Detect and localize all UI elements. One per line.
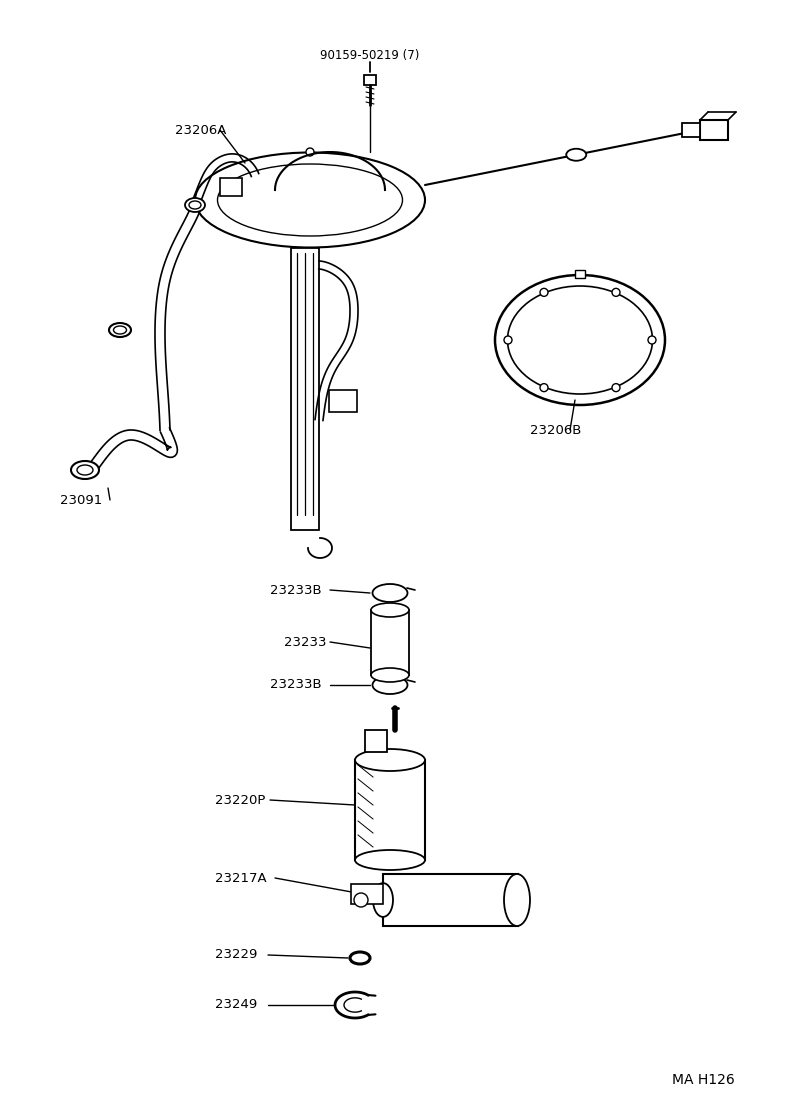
Bar <box>575 271 585 278</box>
Ellipse shape <box>113 326 127 334</box>
Ellipse shape <box>109 323 131 337</box>
Bar <box>220 178 242 196</box>
Text: 23206B: 23206B <box>530 424 581 436</box>
Circle shape <box>612 383 620 391</box>
Bar <box>329 390 357 413</box>
Bar <box>364 75 376 85</box>
Ellipse shape <box>504 874 530 926</box>
Circle shape <box>540 383 548 391</box>
Text: 23233B: 23233B <box>270 679 322 692</box>
Text: 23220P: 23220P <box>215 794 265 806</box>
Ellipse shape <box>495 275 665 405</box>
Text: 23233B: 23233B <box>270 584 322 597</box>
Ellipse shape <box>350 953 370 964</box>
Ellipse shape <box>355 850 425 870</box>
Bar <box>365 730 387 752</box>
Text: 90159-50219 (7): 90159-50219 (7) <box>320 48 420 61</box>
Ellipse shape <box>185 198 205 212</box>
Ellipse shape <box>71 461 99 479</box>
Circle shape <box>306 148 314 157</box>
Ellipse shape <box>195 152 425 247</box>
Circle shape <box>354 893 368 907</box>
Circle shape <box>612 288 620 296</box>
Ellipse shape <box>508 286 653 394</box>
Circle shape <box>540 288 548 296</box>
Ellipse shape <box>371 603 409 617</box>
Ellipse shape <box>373 883 393 917</box>
Bar <box>383 874 518 926</box>
Ellipse shape <box>189 201 201 209</box>
Text: 23233: 23233 <box>284 635 326 648</box>
Ellipse shape <box>355 749 425 771</box>
Circle shape <box>504 337 512 344</box>
Text: 23217A: 23217A <box>215 872 267 884</box>
Bar <box>682 123 700 138</box>
Ellipse shape <box>218 164 402 236</box>
Bar <box>351 884 383 904</box>
Ellipse shape <box>371 667 409 682</box>
Bar <box>700 120 728 140</box>
Text: MA H126: MA H126 <box>672 1073 735 1087</box>
Bar <box>355 760 425 860</box>
Text: 23249: 23249 <box>215 998 257 1012</box>
Ellipse shape <box>372 584 408 601</box>
Bar <box>371 610 409 675</box>
Ellipse shape <box>77 465 93 475</box>
Bar <box>291 248 319 530</box>
Ellipse shape <box>372 676 408 694</box>
Circle shape <box>648 337 656 344</box>
Ellipse shape <box>566 149 586 161</box>
Text: 23091: 23091 <box>60 493 102 506</box>
Text: 23229: 23229 <box>215 948 257 961</box>
Text: 23206A: 23206A <box>175 123 227 136</box>
